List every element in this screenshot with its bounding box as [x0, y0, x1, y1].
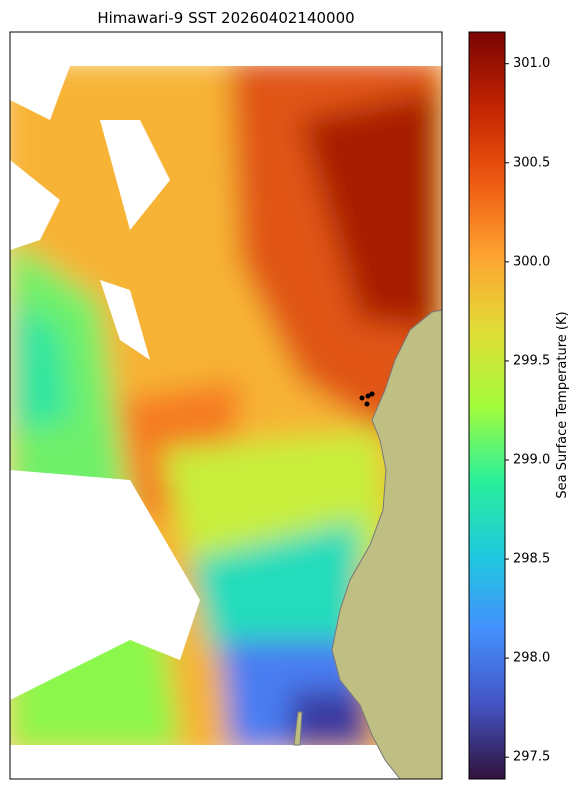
colorbar-tick-label: 299.0	[513, 452, 550, 467]
colorbar-tick-label: 300.0	[513, 254, 550, 269]
colorbar	[468, 31, 506, 780]
colorbar-tick-label: 297.5	[513, 750, 550, 765]
colorbar-tick-label: 299.5	[513, 353, 550, 368]
colorbar-tick-label: 298.5	[513, 552, 550, 567]
colorbar-ticks: 297.5 298.0 298.5 299.0 299.5 300.0 300.5 301.0	[505, 56, 550, 765]
colorbar-label: Sea Surface Temperature (K)	[555, 311, 570, 498]
sst-map	[10, 32, 442, 779]
map-frame	[9, 31, 443, 780]
colorbar-tick-label: 301.0	[513, 56, 550, 71]
colorbar-tick-label: 298.0	[513, 651, 550, 666]
map-title: Himawari-9 SST 20260402140000	[97, 9, 354, 27]
colorbar-tick-label: 300.5	[513, 155, 550, 170]
